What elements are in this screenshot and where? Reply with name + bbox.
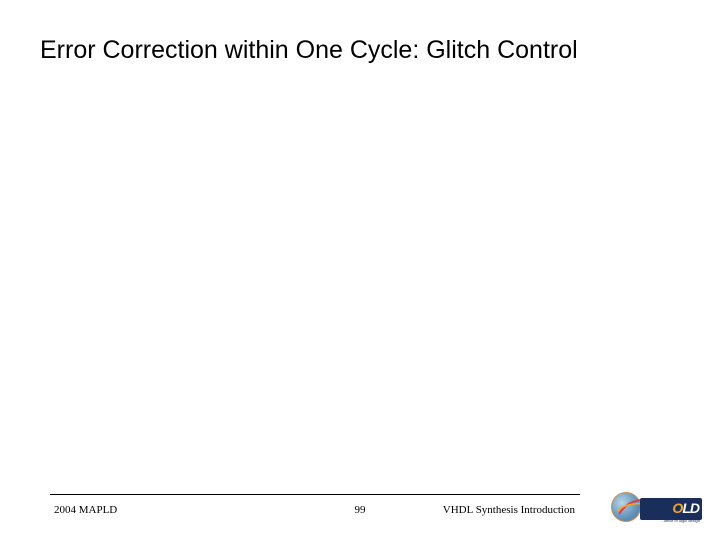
logo-subtitle: ...office of logic design bbox=[660, 518, 700, 523]
footer-divider bbox=[50, 494, 580, 495]
logo-letter-l: L bbox=[682, 500, 690, 516]
logo: OLD ...office of logic design bbox=[607, 490, 702, 526]
slide: Error Correction within One Cycle: Glitc… bbox=[0, 0, 720, 540]
logo-letter-o: O bbox=[672, 500, 682, 516]
slide-title: Error Correction within One Cycle: Glitc… bbox=[40, 36, 690, 65]
logo-letters: OLD bbox=[672, 500, 699, 516]
footer-right-text: VHDL Synthesis Introduction bbox=[443, 504, 575, 516]
logo-letter-d: D bbox=[690, 500, 699, 516]
